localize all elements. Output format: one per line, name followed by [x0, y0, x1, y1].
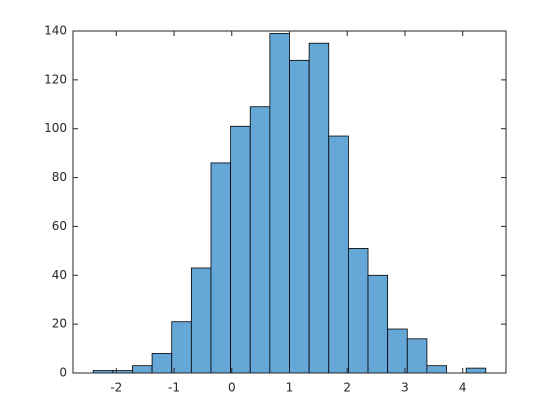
- y-tick-label: 120: [44, 72, 67, 86]
- bar: [151, 353, 173, 374]
- bar: [308, 42, 330, 374]
- y-tick-label: 100: [44, 121, 67, 135]
- bar: [406, 338, 428, 374]
- x-tick-label: 1: [286, 381, 294, 395]
- bar: [249, 106, 271, 374]
- bar: [190, 267, 212, 374]
- x-tick-label: -2: [110, 381, 122, 395]
- bar: [171, 321, 192, 374]
- x-tick-label: 0: [228, 381, 236, 395]
- y-tick-label: 60: [52, 219, 67, 233]
- x-tick-label: 4: [459, 381, 467, 395]
- bar: [269, 33, 290, 374]
- bar: [230, 125, 251, 374]
- bar: [465, 367, 487, 374]
- bar: [210, 162, 232, 374]
- y-tick-label: 0: [59, 366, 67, 380]
- bar: [328, 135, 349, 374]
- y-tick-label: 140: [44, 24, 67, 38]
- bar: [367, 274, 389, 374]
- bar: [289, 59, 310, 374]
- y-tick-label: 40: [52, 268, 67, 282]
- x-tick-label: 3: [401, 381, 409, 395]
- bar: [426, 365, 447, 374]
- bar: [387, 328, 408, 374]
- x-tick-label: -1: [168, 381, 180, 395]
- y-tick-label: 20: [52, 317, 67, 331]
- bar: [347, 248, 369, 374]
- y-tick-label: 80: [52, 170, 67, 184]
- x-tick-label: 2: [343, 381, 351, 395]
- bar: [132, 365, 153, 374]
